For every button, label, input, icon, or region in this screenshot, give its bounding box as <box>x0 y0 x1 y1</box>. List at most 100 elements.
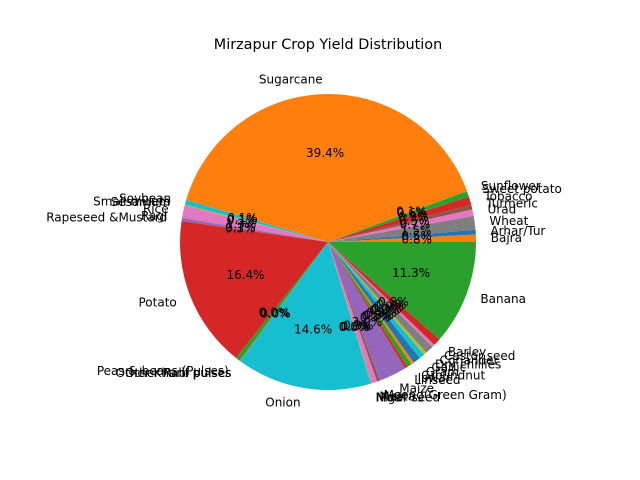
pie-slice <box>328 242 425 359</box>
pie-slice <box>328 242 440 345</box>
slice-category-label: Niger seed <box>375 391 440 405</box>
slice-percent-label: 0.6% <box>369 304 400 318</box>
slice-category-label: Sweet potato <box>482 182 562 196</box>
slice-percent-label: 0.9% <box>374 300 405 314</box>
pie-slice <box>328 242 414 365</box>
percent-labels: 0.8%0.5%1.5%0.7%0.5%0.9%0.6%0.1%39.4%0.1… <box>225 146 432 336</box>
slice-percent-label: 0.3% <box>371 302 402 316</box>
pie-slice <box>184 205 328 242</box>
slice-category-label: Castor seed <box>444 349 515 363</box>
slice-percent-label: 0.1% <box>227 213 258 227</box>
slice-percent-label: 0.0% <box>260 307 291 321</box>
pie-slice <box>184 200 328 242</box>
slice-category-label: Sesamum <box>111 195 171 209</box>
slice-category-label: Turmeric <box>485 197 538 211</box>
pie-slice <box>184 204 328 242</box>
slice-percent-label: 0.3% <box>343 318 374 332</box>
pie-slice <box>328 242 412 367</box>
slice-category-label: Sunflower <box>481 179 541 193</box>
slice-category-label: Mesta <box>379 390 415 404</box>
slice-category-label: Banana <box>480 292 526 306</box>
slice-percent-label: 0.7% <box>400 217 431 231</box>
pie-slice <box>328 242 372 384</box>
slice-percent-label: 0.1% <box>225 221 256 235</box>
slice-category-label: Other Rabi pulses <box>125 366 232 380</box>
slice-category-label: Rapeseed &Mustard <box>46 211 167 225</box>
slice-percent-label: 0.5% <box>362 309 393 323</box>
slice-category-label: Bajra <box>491 231 522 245</box>
slice-category-label: Tobacco <box>483 190 532 204</box>
slice-category-label: Dry chillies <box>435 358 501 372</box>
pie-slice <box>328 234 476 242</box>
slice-category-label: Soybean <box>119 191 171 205</box>
slice-category-label: Moong(Green Gram) <box>384 388 507 402</box>
pie-slice <box>236 242 328 361</box>
category-labels: BajraArhar/TurWheatUradTurmericTobaccoSw… <box>46 72 562 409</box>
pie-slice <box>239 242 328 362</box>
slice-percent-label: 0.3% <box>364 308 395 322</box>
slice-category-label: Potato <box>139 295 177 309</box>
slice-percent-label: 1.5% <box>401 223 432 237</box>
pie-slice <box>328 209 474 242</box>
slice-percent-label: 0.5% <box>401 229 432 243</box>
pie-slice <box>328 191 469 242</box>
slice-percent-label: 0.6% <box>397 206 428 220</box>
slice-percent-label: 0.0% <box>260 306 291 320</box>
slice-percent-label: 0.8% <box>378 295 409 309</box>
pie-slice <box>328 242 433 353</box>
slice-percent-label: 1.3% <box>226 217 257 231</box>
slice-category-label: Garlic <box>431 361 466 375</box>
pie-slice <box>328 204 473 242</box>
slice-percent-label: 0.9% <box>398 210 429 224</box>
pie-slice <box>328 242 408 369</box>
slice-percent-label: 0.1% <box>396 204 427 218</box>
slice-category-label: Rice <box>143 202 169 216</box>
pie-slice <box>328 242 378 384</box>
pie-slice <box>328 242 420 363</box>
slice-percent-label: 14.6% <box>294 323 332 337</box>
pie-slice <box>181 217 328 242</box>
slice-percent-label: 0.0% <box>339 320 370 334</box>
pie-slice <box>328 242 380 382</box>
slice-category-label: Wheat <box>489 214 528 228</box>
slice-percent-label: 0.0% <box>339 320 370 334</box>
slice-category-label: Onion <box>265 395 300 409</box>
slice-category-label: Sugarcane <box>259 72 323 86</box>
slice-percent-label: 0.5% <box>399 214 430 228</box>
slice-percent-label: 0.1% <box>227 211 258 225</box>
slice-category-label: Ragi <box>141 209 167 223</box>
slice-category-label: Urad <box>488 203 517 217</box>
slice-percent-label: 0.3% <box>225 222 256 236</box>
slice-category-label: Groundnut <box>421 369 485 383</box>
pie-slice <box>181 218 328 242</box>
slice-category-label: Gram <box>426 365 459 379</box>
pie-slices <box>179 94 476 390</box>
slice-category-label: Linseed <box>414 373 460 387</box>
slice-percent-label: 16.4% <box>226 268 264 282</box>
pie-slice <box>186 94 467 242</box>
slice-category-label: Maize <box>399 381 434 395</box>
pie-slice <box>181 205 328 242</box>
slice-category-label: Other Kharif pulses <box>116 366 231 380</box>
slice-category-label: Peas & beans (Pulses) <box>97 364 229 378</box>
pie-slice <box>328 242 427 355</box>
pie-slice <box>328 229 476 242</box>
slice-percent-label: 0.3% <box>376 297 407 311</box>
pie-slice <box>328 242 435 347</box>
slice-percent-label: 0.8% <box>402 233 433 247</box>
chart-title: Mirzapur Crop Yield Distribution <box>214 37 442 53</box>
slice-percent-label: 11.3% <box>392 266 430 280</box>
pie-slice <box>179 221 328 358</box>
pie-slice <box>328 190 468 242</box>
slice-category-label: Coriander <box>440 354 499 368</box>
pie-slice <box>328 215 476 242</box>
slice-percent-label: 39.4% <box>306 146 344 160</box>
slice-category-label: Barley <box>448 345 486 359</box>
slice-percent-label: 0.8% <box>366 306 397 320</box>
pie-slice <box>240 242 371 390</box>
slice-percent-label: 0.6% <box>341 319 372 333</box>
pie-slice <box>328 242 476 340</box>
pie-slice <box>240 242 328 362</box>
